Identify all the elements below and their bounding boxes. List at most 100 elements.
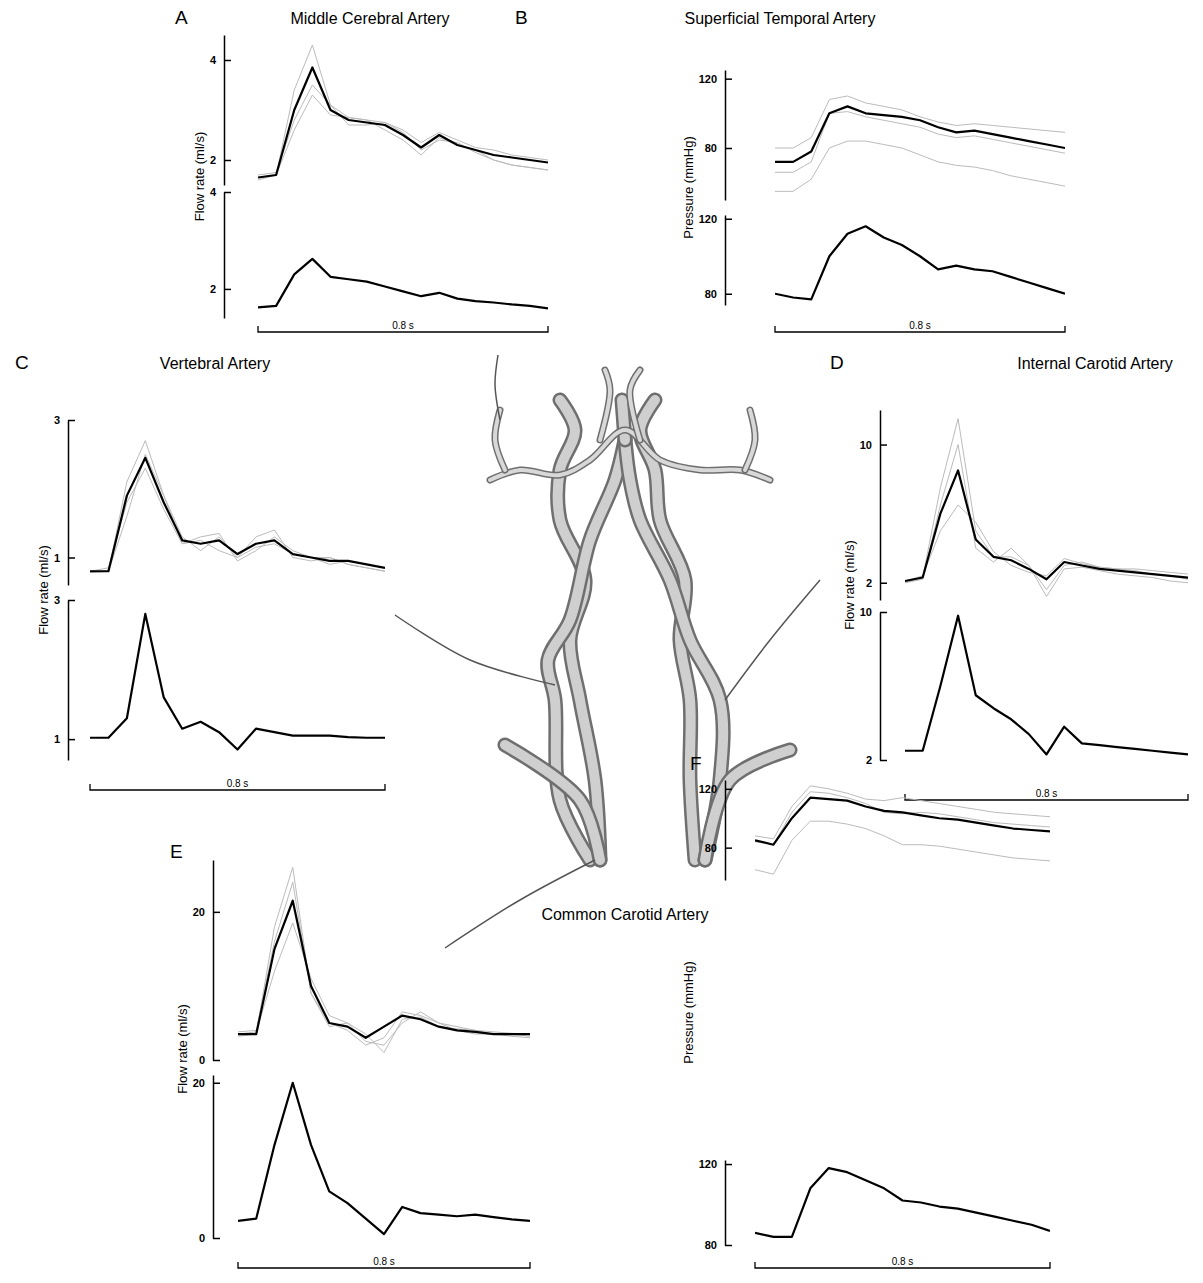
time-bar-label: 0.8 s — [227, 778, 249, 789]
vessel — [625, 440, 723, 860]
series-line — [775, 106, 1065, 161]
panel-letter: E — [170, 841, 183, 862]
time-bar-label: 0.8 s — [909, 320, 931, 331]
panel: BSuperficial Temporal Artery8012080120Pr… — [515, 7, 1065, 332]
tick: 80 — [705, 842, 732, 854]
series-line — [258, 68, 548, 178]
y-axis-title: Pressure (mmHg) — [681, 136, 696, 239]
tick-label: 80 — [705, 288, 717, 300]
time-bar-label: 0.8 s — [392, 320, 414, 331]
y-axis: 2 10 — [860, 411, 887, 601]
tick: 120 — [699, 1158, 732, 1170]
time-bar-label: 0.8 s — [892, 1256, 914, 1267]
plot-lines — [905, 616, 1188, 755]
tick-label: 2 — [866, 754, 872, 766]
tick-mark — [880, 760, 887, 762]
tick: 2 — [866, 577, 887, 589]
tick-mark — [725, 1245, 732, 1247]
tick-label: 120 — [699, 783, 717, 795]
tick: 80 — [705, 142, 732, 154]
axis-line — [880, 411, 882, 601]
tick: 0 — [199, 1232, 220, 1244]
axis-line — [725, 71, 727, 201]
y-axis: 80120 — [699, 71, 732, 201]
panel: DInternal Carotid Artery210210Flow rate … — [830, 352, 1188, 800]
tick-label: 0 — [199, 1054, 205, 1066]
series-line — [238, 901, 530, 1038]
tick: 20 — [193, 906, 220, 918]
y-axis: 2 10 — [860, 606, 887, 766]
y-axis-title: Flow rate (ml/s) — [192, 132, 207, 222]
plot-lines — [258, 259, 548, 308]
tick: 80 — [705, 1239, 732, 1251]
plot-lines — [755, 1168, 1050, 1237]
series-line — [90, 441, 385, 572]
tick-mark — [213, 1238, 220, 1240]
series-line — [755, 821, 1050, 874]
tick-label: 120 — [699, 213, 717, 225]
tick-label: 4 — [210, 186, 217, 198]
vessel — [745, 410, 755, 470]
y-axis: 0 20 — [193, 1076, 220, 1245]
series-line — [258, 45, 548, 180]
series-line — [238, 1083, 530, 1234]
panel: CVertebral Artery1313Flow rate (ml/s)0.8… — [15, 352, 385, 790]
panel-letter: B — [515, 7, 528, 28]
tick-label: 2 — [210, 283, 216, 295]
tick-mark — [213, 912, 220, 914]
series-line — [905, 505, 1188, 581]
axis-line — [880, 613, 882, 761]
figure: AMiddle Cerebral Artery2424Flow rate (ml… — [0, 0, 1203, 1283]
tick-mark — [725, 148, 732, 150]
axis-line — [213, 1076, 215, 1239]
tick: 4 — [210, 54, 231, 66]
tick-mark — [725, 847, 732, 849]
tick-mark — [725, 789, 732, 791]
tick-label: 80 — [705, 842, 717, 854]
vessel-outline — [630, 370, 640, 440]
tick: 10 — [860, 439, 887, 451]
panel-title: Internal Carotid Artery — [1017, 355, 1173, 372]
series-line — [775, 141, 1065, 191]
series-line — [755, 798, 1050, 845]
tick-mark — [880, 612, 887, 614]
tick: 20 — [193, 1077, 220, 1089]
tick-label: 20 — [193, 1077, 205, 1089]
tick-label: 4 — [210, 54, 217, 66]
tick-mark — [224, 289, 231, 291]
tick: 2 — [210, 154, 231, 166]
tick-mark — [224, 160, 231, 162]
axis-line — [213, 861, 215, 1061]
vessel-illustration — [395, 355, 820, 948]
series-line — [238, 867, 530, 1045]
series-line — [238, 882, 530, 1052]
y-axis-title: Flow rate (ml/s) — [36, 545, 51, 635]
y-axis: 13 — [54, 594, 75, 760]
y-axis-title: Flow rate (ml/s) — [842, 540, 857, 630]
vessel-outline — [600, 370, 610, 440]
series-line — [258, 85, 548, 175]
tick: 10 — [860, 606, 887, 618]
series-line — [905, 616, 1188, 755]
series-line — [755, 792, 1050, 845]
tick-label: 10 — [860, 606, 872, 618]
series-line — [775, 226, 1065, 299]
plot-lines — [90, 441, 385, 573]
vessel — [490, 430, 770, 480]
series-line — [258, 259, 548, 308]
panel: ECommon Carotid Artery020020Flow rate (m… — [170, 841, 709, 1268]
vessel — [600, 370, 610, 440]
tick: 2 — [866, 754, 887, 766]
tick-label: 3 — [54, 594, 60, 606]
time-bar-label: 0.8 s — [1036, 788, 1058, 799]
axis-line — [725, 216, 727, 306]
axis-line — [68, 601, 70, 761]
vessel-outline — [625, 440, 723, 860]
tick-mark — [725, 219, 732, 221]
tick-label: 1 — [54, 733, 60, 745]
leader-line — [445, 860, 595, 948]
panel: AMiddle Cerebral Artery2424Flow rate (ml… — [175, 7, 548, 332]
plot-lines — [238, 1083, 530, 1234]
tick-mark — [68, 557, 75, 559]
panel-title: Vertebral Artery — [160, 355, 270, 372]
